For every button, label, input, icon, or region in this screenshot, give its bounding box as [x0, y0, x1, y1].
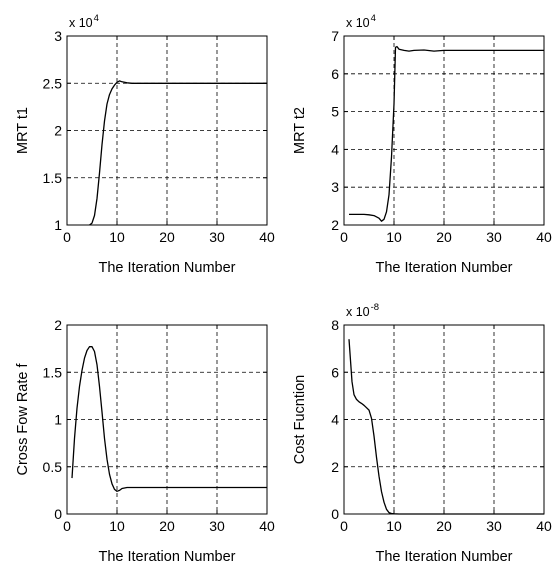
x-tick-label: 20 — [159, 229, 175, 245]
y-tick-label: 6 — [331, 66, 339, 82]
x-axis-label: The Iteration Number — [375, 549, 512, 565]
y-tick-label: 2 — [331, 217, 339, 233]
x-tick-label: 30 — [209, 518, 225, 534]
axis-multiplier-exponent: 4 — [371, 13, 376, 24]
x-axis-label: The Iteration Number — [98, 260, 235, 276]
y-axis-label: MRT t1 — [15, 107, 31, 154]
x-tick-label: 40 — [536, 229, 552, 245]
x-tick-label: 40 — [536, 518, 552, 534]
x-tick-label: 0 — [63, 229, 71, 245]
y-tick-label: 5 — [331, 104, 339, 120]
x-tick-label: 30 — [486, 229, 502, 245]
y-tick-label: 4 — [331, 141, 339, 157]
axis-multiplier-exponent: 4 — [94, 13, 99, 24]
axis-multiplier: x 10 — [346, 305, 370, 319]
x-tick-label: 10 — [386, 518, 402, 534]
x-tick-label: 40 — [259, 518, 275, 534]
x-tick-label: 10 — [109, 229, 125, 245]
y-tick-label: 2.5 — [43, 75, 63, 91]
x-tick-label: 10 — [386, 229, 402, 245]
series-line-1 — [349, 45, 544, 222]
y-tick-label: 8 — [331, 317, 339, 333]
subplot-3: 0 10 20 30 40 0 0.5 1 1.5 2 The Iteration Number Cr… — [15, 317, 275, 565]
y-tick-label: 1 — [54, 412, 62, 428]
y-tick-label: 0 — [331, 506, 339, 522]
x-tick-label: 0 — [63, 518, 71, 534]
subplot-1: 0 10 20 30 40 1 1.5 2 2.5 3 The Iteration Number MR… — [15, 13, 275, 276]
x-axis-label: The Iteration Number — [375, 260, 512, 276]
x-tick-label: 20 — [436, 229, 452, 245]
x-tick-label: 10 — [109, 518, 125, 534]
y-tick-label: 6 — [331, 364, 339, 380]
axis-multiplier-exponent: -8 — [371, 302, 379, 313]
y-tick-label: 1.5 — [43, 364, 63, 380]
y-tick-label: 2 — [331, 459, 339, 475]
y-tick-label: 4 — [331, 412, 339, 428]
subplot-2: 0 10 20 30 40 2 3 4 5 6 7 The Iteration Number MRT t… — [292, 13, 552, 276]
x-tick-label: 0 — [340, 518, 348, 534]
y-tick-label: 2 — [54, 317, 62, 333]
x-tick-label: 20 — [436, 518, 452, 534]
y-tick-label: 0 — [54, 506, 62, 522]
series-line-1 — [348, 339, 544, 515]
y-tick-label: 1.5 — [43, 170, 63, 186]
x-axis-label: The Iteration Number — [98, 549, 235, 565]
series-line-1 — [89, 80, 267, 226]
subplot-4: 0 10 20 30 40 0 2 4 6 8 The Iteration Number Cost F… — [292, 302, 552, 565]
x-tick-label: 30 — [486, 518, 502, 534]
y-tick-label: 1 — [54, 217, 62, 233]
series-line-1 — [71, 346, 267, 492]
x-tick-label: 40 — [259, 229, 275, 245]
x-tick-label: 30 — [209, 229, 225, 245]
x-tick-label: 20 — [159, 518, 175, 534]
y-tick-label: 0.5 — [43, 459, 63, 475]
y-tick-label: 2 — [54, 123, 62, 139]
y-tick-label: 3 — [331, 179, 339, 195]
y-tick-label: 3 — [54, 28, 62, 44]
y-axis-label: Cross Fow Rate f — [15, 363, 31, 476]
x-tick-label: 0 — [340, 229, 348, 245]
y-axis-label: MRT t2 — [292, 107, 308, 154]
axis-multiplier: x 10 — [346, 16, 370, 30]
y-axis-label: Cost Fucntion — [292, 375, 308, 464]
axis-multiplier: x 10 — [69, 16, 93, 30]
y-tick-label: 7 — [331, 28, 339, 44]
